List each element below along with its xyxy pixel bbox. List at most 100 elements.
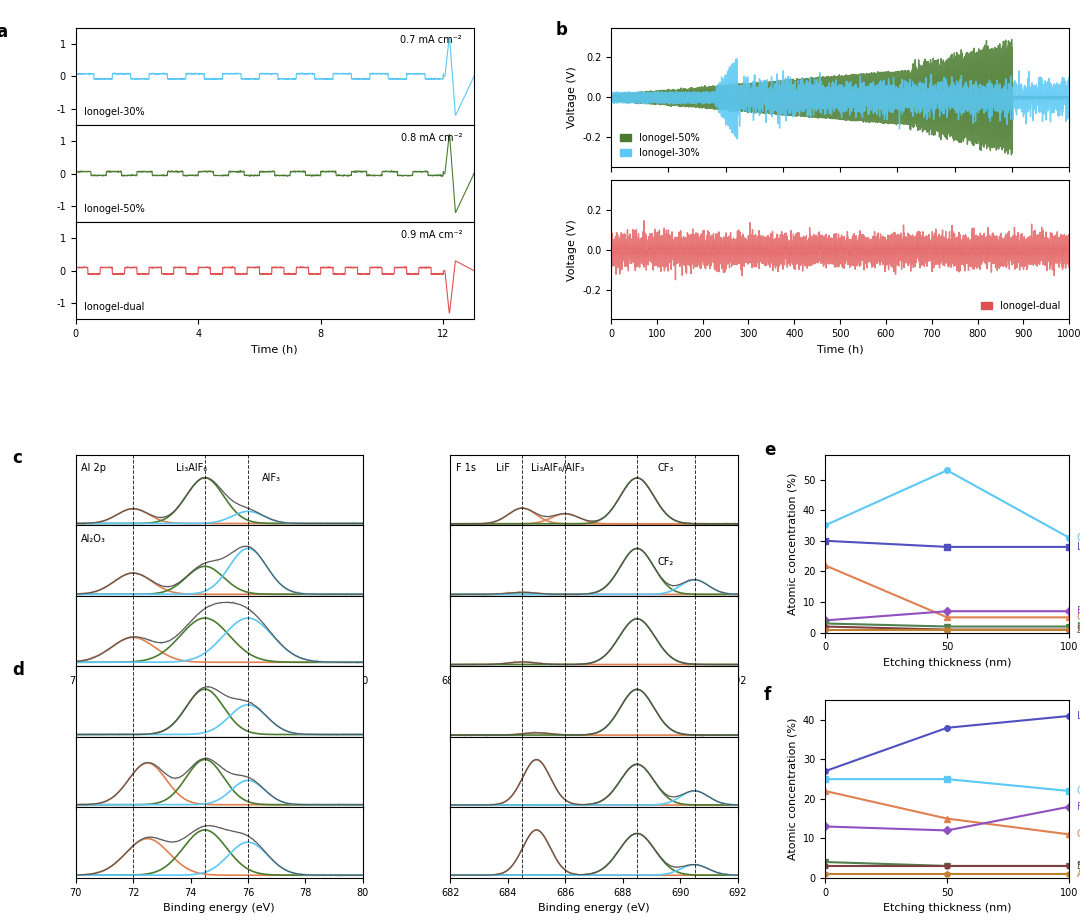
Text: c: c [12,449,23,468]
O [819,773,832,784]
Al [941,624,954,635]
Text: a: a [0,23,8,41]
Al [1063,624,1076,635]
Line: Al: Al [822,871,1072,877]
O [1063,532,1076,543]
S [941,624,954,635]
F [1063,605,1076,616]
N [941,621,954,632]
Text: e: e [764,441,775,459]
Text: N: N [1077,861,1080,871]
Text: Al: Al [1077,625,1080,635]
Al [819,869,832,880]
F [941,825,954,836]
Text: F: F [1077,802,1080,812]
Text: N: N [1077,622,1080,631]
Legend: Ionogel-dual: Ionogel-dual [976,297,1064,314]
C [819,560,832,571]
X-axis label: Etching thickness (nm): Etching thickness (nm) [882,903,1011,913]
S [819,860,832,871]
S [1063,860,1076,871]
Li [1063,541,1076,553]
Li [1063,711,1076,722]
Text: Al₂O₃: Al₂O₃ [81,534,106,544]
C [1063,612,1076,623]
Line: N: N [822,621,1072,629]
O [941,465,954,476]
Text: Li: Li [1077,711,1080,721]
Line: O: O [822,468,1072,541]
N [819,618,832,629]
N [1063,860,1076,871]
Line: C: C [822,788,1072,837]
Text: LiF: LiF [496,464,510,473]
Text: S: S [1077,861,1080,871]
Al [819,624,832,635]
Text: Ionogel-50%: Ionogel-50% [83,204,145,214]
Text: b: b [556,20,568,39]
Legend: Ionogel-50%, Ionogel-30%: Ionogel-50%, Ionogel-30% [616,129,704,162]
F [819,821,832,832]
Text: CF₂: CF₂ [657,557,674,567]
X-axis label: Etching thickness (nm): Etching thickness (nm) [882,658,1011,668]
Li [819,535,832,546]
Text: S: S [1077,625,1080,635]
Y-axis label: Voltage (V): Voltage (V) [567,67,577,128]
O [1063,785,1076,796]
Text: C: C [1077,613,1080,623]
Text: F 1s: F 1s [456,464,476,473]
Text: d: d [12,661,24,679]
Text: O: O [1077,786,1080,796]
Text: Ionogel-dual: Ionogel-dual [83,301,144,311]
C [1063,829,1076,840]
Text: Al: Al [1077,869,1080,879]
Text: C: C [1077,830,1080,839]
F [941,605,954,616]
Line: Li: Li [822,713,1072,774]
F [1063,801,1076,812]
Line: Li: Li [822,538,1072,550]
Text: 0.9 mA cm⁻²: 0.9 mA cm⁻² [401,230,462,240]
Text: F: F [1077,606,1080,616]
Li [819,766,832,777]
Al [1063,869,1076,880]
Li [941,541,954,553]
Y-axis label: Atomic concentration (%): Atomic concentration (%) [787,718,797,860]
Line: O: O [822,776,1072,794]
C [941,813,954,824]
Line: F: F [822,804,1072,833]
Line: N: N [822,859,1072,869]
Al [941,869,954,880]
X-axis label: Time (h): Time (h) [252,345,298,355]
Text: Al 2p: Al 2p [81,464,106,473]
Text: Ionogel-30%: Ionogel-30% [83,107,145,117]
Line: F: F [822,608,1072,623]
S [1063,624,1076,635]
Text: CF₃: CF₃ [657,464,674,473]
X-axis label: Binding energy (eV): Binding energy (eV) [163,903,275,913]
Li [941,723,954,734]
Text: Li: Li [1077,541,1080,552]
C [819,785,832,796]
Text: 0.7 mA cm⁻²: 0.7 mA cm⁻² [401,35,462,45]
Line: Al: Al [822,626,1072,632]
X-axis label: Time (h): Time (h) [816,345,863,355]
Line: S: S [822,863,1072,869]
O [941,773,954,784]
Text: f: f [764,686,771,704]
S [819,621,832,632]
S [941,860,954,871]
C [941,612,954,623]
Text: AlF₃: AlF₃ [262,473,282,482]
Y-axis label: Atomic concentration (%): Atomic concentration (%) [787,473,797,615]
Text: Li₃AlF₆/AlF₃: Li₃AlF₆/AlF₃ [530,464,584,473]
X-axis label: Binding energy (eV): Binding energy (eV) [538,903,650,913]
N [819,857,832,868]
F [819,614,832,626]
O [819,520,832,531]
N [1063,621,1076,632]
Text: O: O [1077,533,1080,542]
N [941,860,954,871]
Line: S: S [822,624,1072,632]
Text: Li₃AlF₆: Li₃AlF₆ [176,464,207,473]
